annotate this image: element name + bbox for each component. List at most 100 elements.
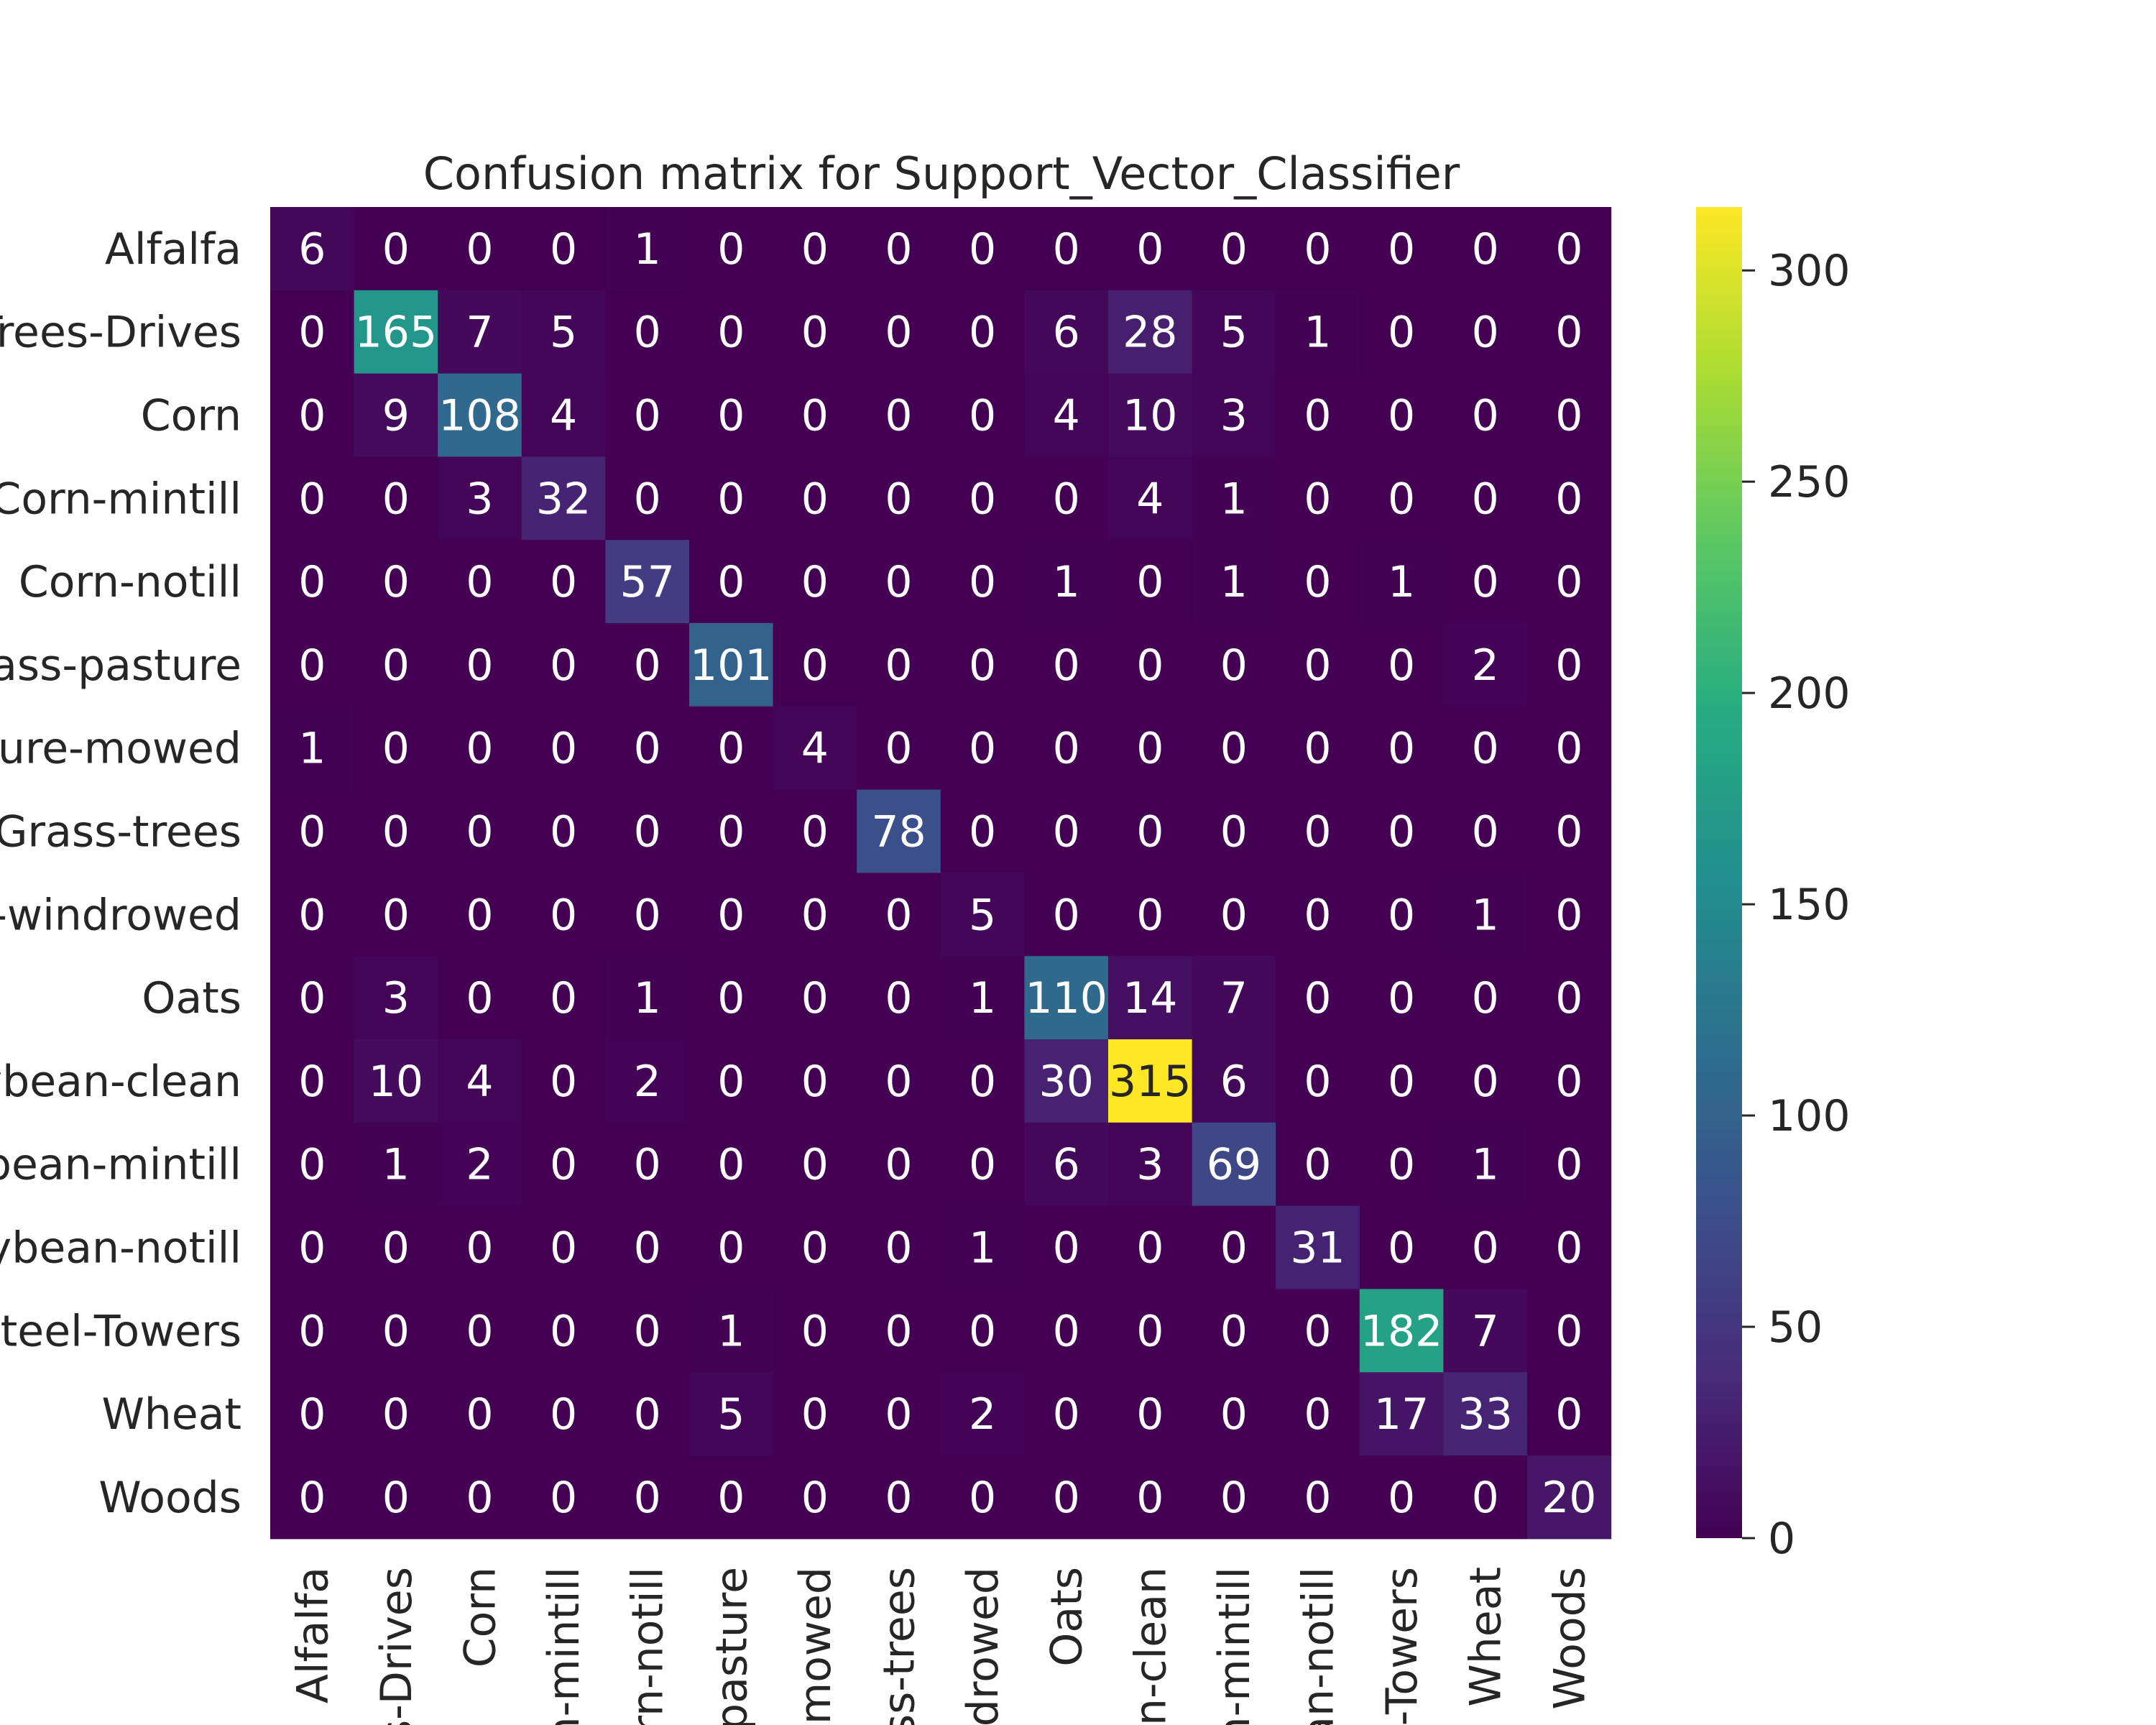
heatmap-cell-r4-c6 bbox=[773, 540, 857, 624]
heatmap-cell-r3-c12 bbox=[1276, 456, 1360, 540]
cell-value-r14-c7: 0 bbox=[885, 1389, 912, 1440]
col-label-14: Wheat bbox=[1461, 1567, 1511, 1707]
heatmap-cell-r14-c12 bbox=[1276, 1372, 1360, 1456]
cell-value-r7-c9: 0 bbox=[1053, 807, 1080, 857]
heatmap-cell-r15-c0 bbox=[270, 1455, 355, 1540]
cell-value-r1-c15: 0 bbox=[1555, 308, 1583, 358]
cell-value-r0-c4: 1 bbox=[634, 224, 661, 275]
cell-value-r11-c2: 2 bbox=[466, 1140, 493, 1190]
heatmap-cell-r14-c5 bbox=[689, 1372, 774, 1456]
heatmap-cell-r2-c14 bbox=[1443, 373, 1528, 457]
cell-value-r11-c14: 1 bbox=[1472, 1140, 1499, 1190]
cell-value-r10-c13: 0 bbox=[1388, 1057, 1415, 1107]
col-label-2: Corn bbox=[456, 1567, 506, 1668]
heatmap-cell-r4-c12 bbox=[1276, 540, 1360, 624]
heatmap-cell-r8-c1 bbox=[354, 873, 438, 957]
col-label-13: -Towers bbox=[1377, 1567, 1427, 1725]
cell-value-r9-c5: 0 bbox=[717, 973, 745, 1024]
cell-value-r14-c11: 0 bbox=[1220, 1389, 1248, 1440]
heatmap-cell-r10-c12 bbox=[1276, 1039, 1360, 1123]
cell-value-r15-c10: 0 bbox=[1136, 1473, 1164, 1523]
cell-value-r15-c1: 0 bbox=[382, 1473, 410, 1523]
cell-value-r10-c12: 0 bbox=[1304, 1057, 1331, 1107]
heatmap-cell-r8-c7 bbox=[857, 873, 941, 957]
cell-value-r10-c4: 2 bbox=[634, 1057, 661, 1107]
heatmap-cell-r10-c8 bbox=[940, 1039, 1025, 1123]
heatmap-cell-r13-c15 bbox=[1527, 1289, 1612, 1373]
cell-value-r1-c4: 0 bbox=[634, 308, 661, 358]
cell-value-r10-c10: 315 bbox=[1109, 1057, 1192, 1107]
cell-value-r12-c9: 0 bbox=[1053, 1223, 1080, 1274]
heatmap-cell-r8-c14 bbox=[1443, 873, 1528, 957]
row-label-5: ass-pasture bbox=[0, 640, 241, 691]
cell-value-r8-c11: 0 bbox=[1220, 890, 1248, 940]
cell-value-r6-c11: 0 bbox=[1220, 724, 1248, 774]
heatmap-cell-r11-c4 bbox=[605, 1122, 690, 1207]
heatmap-cell-r4-c0 bbox=[270, 540, 355, 624]
heatmap-cell-r8-c6 bbox=[773, 873, 857, 957]
cell-value-r2-c2: 108 bbox=[438, 391, 521, 441]
heatmap-cell-r2-c12 bbox=[1276, 373, 1360, 457]
heatmap-cell-r14-c8 bbox=[940, 1372, 1025, 1456]
cell-value-r12-c5: 0 bbox=[717, 1223, 745, 1274]
cell-value-r1-c9: 6 bbox=[1053, 308, 1080, 358]
cell-value-r14-c3: 0 bbox=[550, 1389, 577, 1440]
heatmap-cell-r14-c10 bbox=[1108, 1372, 1193, 1456]
cell-value-r5-c6: 0 bbox=[801, 640, 829, 691]
heatmap-cell-r9-c11 bbox=[1192, 956, 1276, 1040]
cell-value-r0-c1: 0 bbox=[382, 224, 410, 275]
cell-value-r10-c9: 30 bbox=[1039, 1057, 1094, 1107]
cell-value-r6-c8: 0 bbox=[969, 724, 996, 774]
cell-value-r7-c12: 0 bbox=[1304, 807, 1331, 857]
row-label-7: Grass-trees bbox=[0, 807, 241, 857]
cell-value-r10-c6: 0 bbox=[801, 1057, 829, 1107]
cell-value-r13-c2: 0 bbox=[466, 1306, 493, 1356]
cell-value-r4-c2: 0 bbox=[466, 557, 493, 607]
heatmap-cell-r2-c5 bbox=[689, 373, 774, 457]
cell-value-r14-c2: 0 bbox=[466, 1389, 493, 1440]
cell-value-r5-c10: 0 bbox=[1136, 640, 1164, 691]
heatmap-cell-r10-c7 bbox=[857, 1039, 941, 1123]
col-label-10: n-clean bbox=[1125, 1567, 1176, 1725]
col-label-5: -pasture bbox=[706, 1567, 757, 1725]
heatmap-cell-r13-c5 bbox=[689, 1289, 774, 1373]
col-label-7: ss-trees bbox=[875, 1567, 925, 1725]
colorbar-ticks: 0 50 100 150 200 250 300 bbox=[1742, 246, 1851, 1564]
chart-title: Confusion matrix for Support_Vector_Clas… bbox=[423, 147, 1460, 200]
cell-value-r6-c14: 0 bbox=[1472, 724, 1499, 774]
cell-value-r7-c15: 0 bbox=[1555, 807, 1583, 857]
heatmap-cell-r11-c9 bbox=[1024, 1122, 1109, 1207]
cell-value-r14-c14: 33 bbox=[1458, 1389, 1513, 1440]
heatmap-cell-r13-c8 bbox=[940, 1289, 1025, 1373]
heatmap-cell-r7-c3 bbox=[521, 789, 606, 873]
cell-value-r9-c3: 0 bbox=[550, 973, 577, 1024]
heatmap-cell-r4-c5 bbox=[689, 540, 774, 624]
cell-value-r3-c9: 0 bbox=[1053, 474, 1080, 524]
heatmap-cell-r3-c11 bbox=[1192, 456, 1276, 540]
cell-value-r9-c10: 14 bbox=[1123, 973, 1177, 1024]
cell-value-r11-c15: 0 bbox=[1555, 1140, 1583, 1190]
cell-value-r8-c5: 0 bbox=[717, 890, 745, 940]
cell-value-r15-c2: 0 bbox=[466, 1473, 493, 1523]
row-label-10: ybean-clean bbox=[0, 1057, 241, 1107]
cell-value-r3-c3: 32 bbox=[536, 474, 591, 524]
heatmap-cell-r9-c4 bbox=[605, 956, 690, 1040]
cell-value-r3-c6: 0 bbox=[801, 474, 829, 524]
heatmap-cell-r14-c1 bbox=[354, 1372, 438, 1456]
cell-value-r2-c3: 4 bbox=[550, 391, 577, 441]
cell-value-r3-c7: 0 bbox=[885, 474, 912, 524]
cell-value-r7-c7: 78 bbox=[871, 807, 926, 857]
heatmap-cell-r10-c11 bbox=[1192, 1039, 1276, 1123]
heatmap-cell-r5-c6 bbox=[773, 623, 857, 707]
cell-value-r10-c15: 0 bbox=[1555, 1057, 1583, 1107]
cell-value-r14-c15: 0 bbox=[1555, 1389, 1583, 1440]
cell-value-r6-c10: 0 bbox=[1136, 724, 1164, 774]
cell-value-r0-c7: 0 bbox=[885, 224, 912, 275]
cell-value-r7-c14: 0 bbox=[1472, 807, 1499, 857]
heatmap-cell-r8-c2 bbox=[438, 873, 522, 957]
heatmap-cell-r10-c13 bbox=[1359, 1039, 1444, 1123]
heatmap-cell-r15-c14 bbox=[1443, 1455, 1528, 1540]
cell-value-r12-c6: 0 bbox=[801, 1223, 829, 1274]
cell-value-r3-c15: 0 bbox=[1555, 474, 1583, 524]
heatmap-cell-r3-c10 bbox=[1108, 456, 1193, 540]
